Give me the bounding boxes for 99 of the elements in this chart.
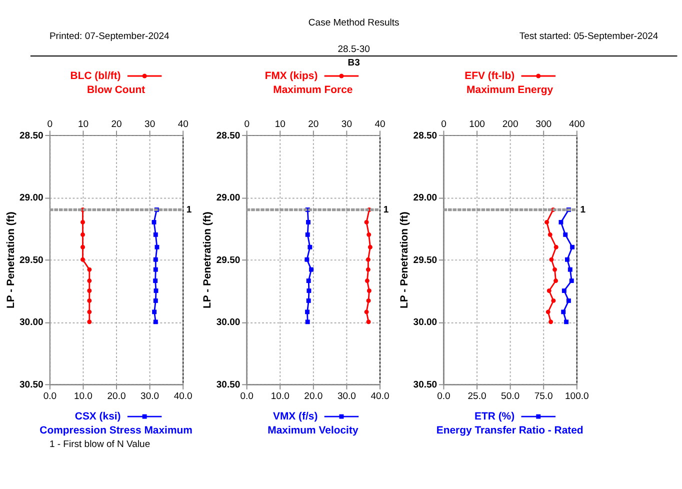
point bbox=[306, 288, 312, 293]
y-tick-label: 29.50 bbox=[413, 254, 438, 266]
x2-tick-label: 10 bbox=[274, 118, 286, 130]
point bbox=[564, 320, 569, 324]
legend-label: BLC (bl/ft) bbox=[70, 70, 121, 82]
point bbox=[152, 310, 157, 314]
text: Printed: 07-September-2024 bbox=[49, 30, 170, 42]
point bbox=[153, 278, 158, 283]
y-axis-title: LP - Penetration (ft) bbox=[400, 212, 411, 308]
y-tick-label: 29.50 bbox=[20, 254, 44, 266]
y-tick-label: 29.00 bbox=[216, 192, 240, 204]
x2-axis-title: Blow Count bbox=[87, 85, 146, 96]
y-tick-label: 29.50 bbox=[216, 254, 240, 266]
x-tick-label: 10.0 bbox=[270, 390, 290, 402]
x-tick-label: 30.0 bbox=[140, 390, 160, 402]
x-axis-title: Compression Stress Maximum bbox=[40, 426, 192, 437]
text: 1 bbox=[383, 204, 390, 216]
point bbox=[570, 244, 575, 250]
point bbox=[563, 232, 568, 237]
x-tick-label: 0.0 bbox=[437, 390, 450, 402]
legend-label: VMX (f/s) bbox=[272, 411, 318, 422]
point bbox=[305, 310, 310, 314]
point bbox=[153, 267, 158, 272]
y-tick-label: 30.00 bbox=[216, 317, 240, 328]
legend-label: ETR (%) bbox=[474, 411, 515, 422]
x-tick-label: 25.0 bbox=[468, 390, 486, 402]
point bbox=[306, 278, 311, 283]
point bbox=[308, 244, 312, 250]
y-tick-label: 30.50 bbox=[413, 380, 438, 391]
text: Case Method Results bbox=[308, 18, 400, 29]
point bbox=[153, 320, 158, 324]
x-tick-label: 10.0 bbox=[74, 390, 92, 402]
point bbox=[154, 288, 158, 293]
x-tick-label: 75.0 bbox=[534, 390, 553, 402]
point bbox=[569, 278, 574, 283]
point bbox=[309, 267, 314, 272]
x2-tick-label: 30 bbox=[341, 118, 352, 130]
y-tick-label: 30.00 bbox=[413, 317, 438, 328]
point bbox=[154, 244, 160, 250]
x-tick-label: 20.0 bbox=[107, 390, 126, 402]
point bbox=[305, 232, 310, 237]
y-tick-label: 28.50 bbox=[20, 130, 44, 142]
x2-tick-label: 0 bbox=[441, 118, 446, 130]
text: Test started: 05-September-2024 bbox=[519, 30, 658, 42]
point bbox=[306, 220, 311, 224]
point bbox=[304, 257, 310, 262]
y-axis-title: LP - Penetration (ft) bbox=[202, 212, 214, 308]
point bbox=[558, 220, 564, 224]
text: 1 - First blow of N Value bbox=[49, 438, 150, 450]
legend-label: CSX (ksi) bbox=[74, 411, 121, 422]
x2-tick-label: 20 bbox=[308, 118, 319, 130]
point bbox=[565, 257, 570, 262]
point bbox=[153, 298, 158, 303]
x2-tick-label: 0 bbox=[244, 118, 250, 130]
x-tick-label: 40.0 bbox=[174, 390, 192, 402]
y-tick-label: 30.50 bbox=[216, 380, 240, 391]
x2-tick-label: 0 bbox=[47, 118, 53, 130]
y-tick-label: 28.50 bbox=[413, 130, 438, 142]
x-axis-title: Maximum Velocity bbox=[268, 426, 358, 437]
y-axis-title: LP - Penetration (ft) bbox=[6, 212, 17, 308]
y-tick-label: 29.00 bbox=[20, 192, 44, 204]
point bbox=[153, 257, 158, 262]
point bbox=[305, 320, 310, 324]
x-tick-label: 50.0 bbox=[501, 390, 520, 402]
point bbox=[562, 288, 566, 293]
x2-tick-label: 200 bbox=[502, 118, 518, 130]
x2-axis-title: Maximum Energy bbox=[466, 85, 554, 96]
text: 1 bbox=[186, 204, 192, 216]
y-tick-label: 29.00 bbox=[413, 192, 438, 204]
x2-tick-label: 20 bbox=[111, 118, 122, 130]
x-tick-label: 0.0 bbox=[43, 390, 57, 402]
x2-tick-label: 400 bbox=[568, 118, 585, 130]
x2-tick-label: 40 bbox=[178, 118, 188, 130]
x-axis-title: Energy Transfer Ratio - Rated bbox=[436, 426, 584, 437]
x2-tick-label: 10 bbox=[78, 118, 89, 130]
x-tick-label: 0.0 bbox=[240, 390, 254, 402]
x-tick-label: 20.0 bbox=[304, 390, 323, 402]
x2-tick-label: 100 bbox=[469, 118, 485, 130]
x-tick-label: 30.0 bbox=[337, 390, 356, 402]
text: B3 bbox=[348, 58, 360, 69]
x2-tick-label: 40 bbox=[374, 118, 386, 130]
point bbox=[561, 310, 566, 314]
x-tick-label: 40.0 bbox=[370, 390, 390, 402]
point bbox=[566, 298, 571, 303]
point bbox=[153, 232, 158, 237]
x2-tick-label: 300 bbox=[536, 118, 552, 130]
x2-axis-title: Maximum Force bbox=[273, 85, 353, 96]
y-tick-label: 30.50 bbox=[20, 380, 44, 391]
legend-label: EFV (ft-lb) bbox=[464, 70, 515, 82]
text: 28.5-30 bbox=[338, 44, 370, 56]
x2-tick-label: 30 bbox=[144, 118, 156, 130]
point bbox=[568, 267, 572, 272]
x-tick-label: 100.0 bbox=[565, 390, 589, 402]
point bbox=[306, 298, 311, 303]
y-tick-label: 30.00 bbox=[20, 317, 44, 328]
y-tick-label: 28.50 bbox=[216, 130, 240, 142]
text: 1 bbox=[580, 204, 586, 216]
legend-label: FMX (kips) bbox=[264, 70, 318, 82]
point bbox=[152, 220, 156, 224]
